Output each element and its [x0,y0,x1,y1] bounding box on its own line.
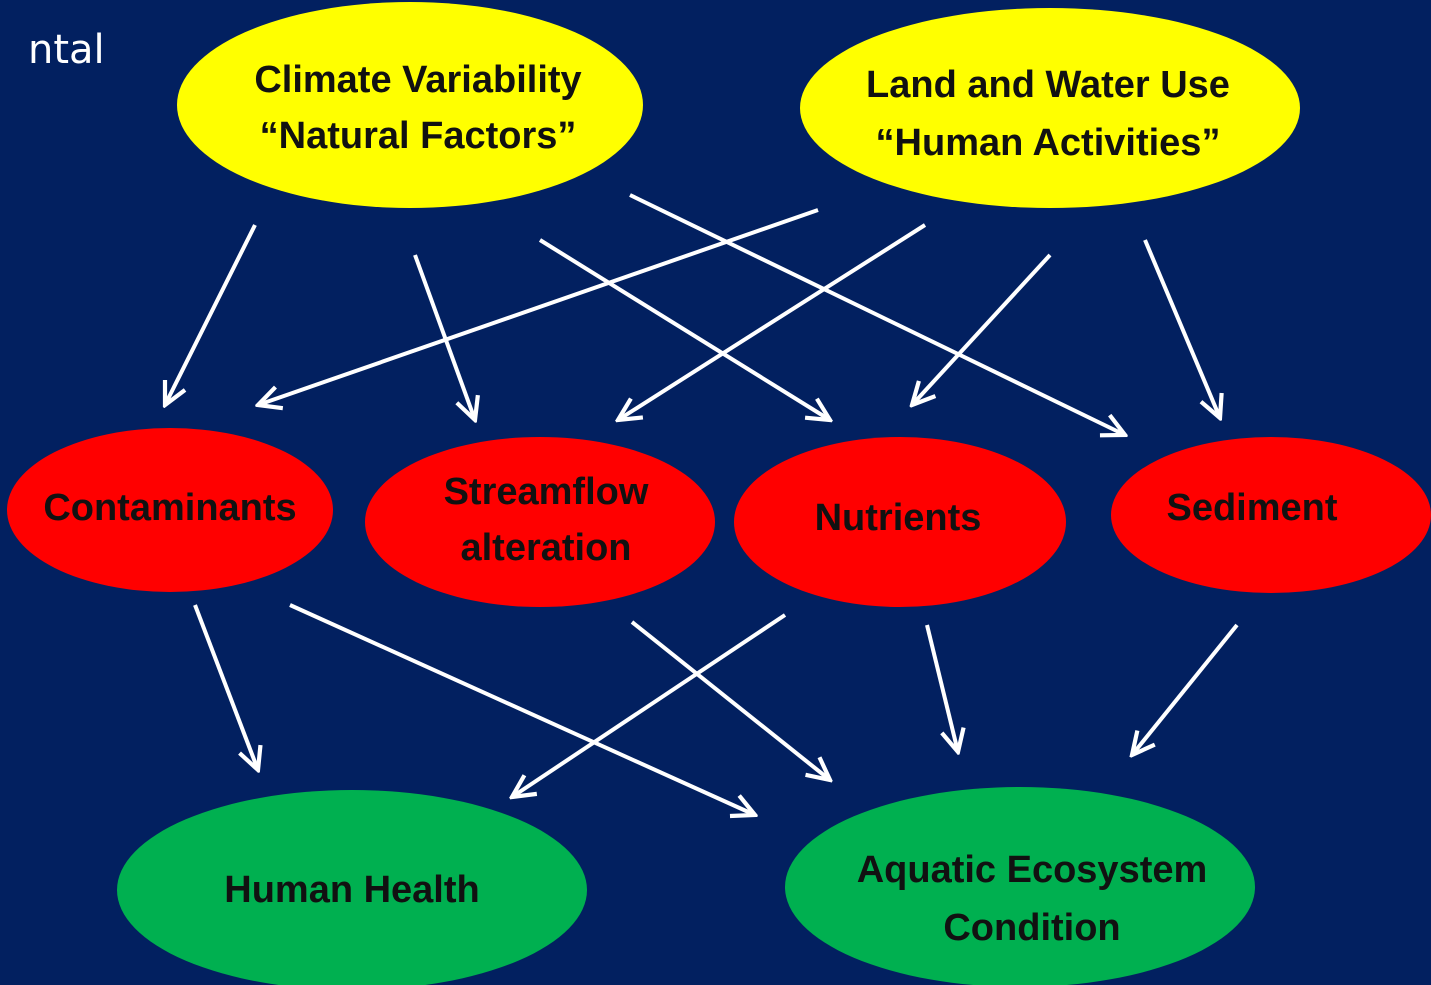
node-shape [734,437,1066,607]
arrow [413,254,475,420]
arrow [193,604,258,770]
node-shape [177,2,643,208]
node: Nutrients [734,437,1066,607]
node-shape [117,790,587,985]
arrow [165,224,257,405]
node: Climate Variability “Natural Factors” [177,2,643,208]
node-label: Human Health [224,869,479,911]
node-label: Aquatic Ecosystem [857,849,1208,891]
arrow [912,253,1052,405]
node: Human Health [117,790,587,985]
node-label: Streamflow [444,471,649,513]
node-label: Contaminants [43,487,296,529]
node-shape [800,8,1300,208]
arrow [1143,239,1220,418]
node-label: “Natural Factors” [260,115,577,157]
arrow [289,603,755,815]
node: Contaminants [7,428,333,592]
arrow [538,238,830,420]
node: Streamflow alteration [365,437,715,607]
arrow [512,613,787,797]
node: Sediment [1111,437,1431,593]
node-shape [7,428,333,592]
node-label: Nutrients [815,497,982,539]
arrow [618,223,927,420]
node: Land and Water Use “Human Activities” [800,8,1300,208]
arrow [925,624,958,752]
node-shape [365,437,715,607]
arrows [165,193,1239,815]
node-shape [785,787,1255,985]
node-label: Climate Variability [254,59,581,101]
node-label: Land and Water Use [866,64,1230,106]
node: Aquatic Ecosystem Condition [785,787,1255,985]
title-fragment: ntal [28,27,105,73]
arrow [629,193,1125,435]
node-label: “Human Activities” [876,122,1221,164]
arrow [258,208,819,405]
node-label: alteration [460,527,631,569]
arrow [630,620,830,780]
node-shape [1111,437,1431,593]
node-label: Condition [943,907,1120,949]
node-label: Sediment [1166,487,1337,529]
arrow [1132,623,1239,755]
